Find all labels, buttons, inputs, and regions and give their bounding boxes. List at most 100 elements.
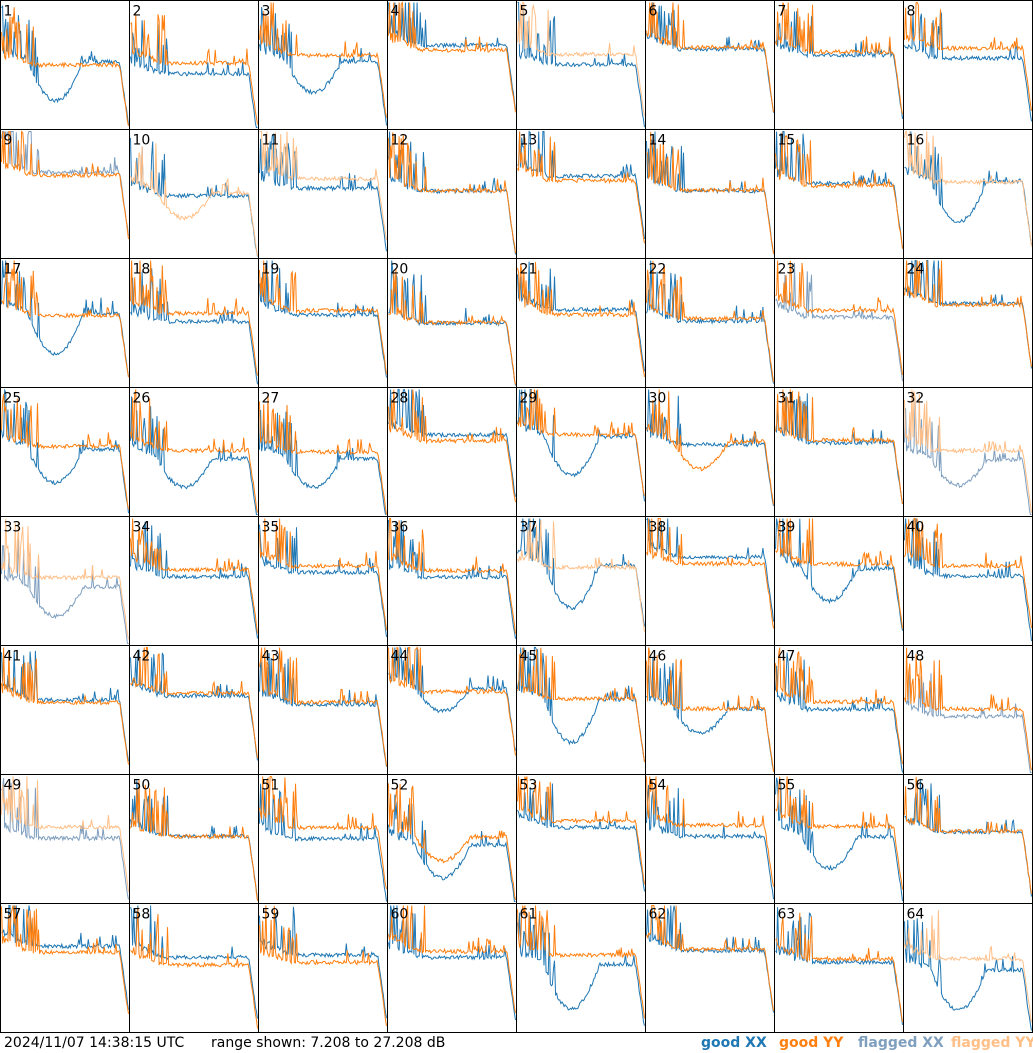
panel-number-label: 41 — [4, 649, 22, 665]
series-line-good-yy — [904, 1, 1032, 112]
panel-55: 55 — [774, 774, 904, 904]
panel-14: 14 — [645, 129, 775, 259]
panel-40: 40 — [903, 516, 1033, 646]
series-line-flagged-yy — [130, 143, 258, 257]
panel-frame — [387, 387, 517, 517]
series-line-good-xx — [517, 389, 645, 502]
panel-frame — [903, 258, 1033, 388]
panel-11: 11 — [258, 129, 388, 259]
series-line-flagged-yy — [904, 389, 1032, 513]
series-line-good-yy — [517, 776, 645, 885]
series-line-good-xx — [388, 645, 516, 751]
panel-frame — [903, 0, 1033, 130]
series-line-good-yy — [259, 260, 387, 375]
panel-number-label: 9 — [4, 133, 13, 149]
series-line-good-xx — [130, 521, 258, 639]
series-line-good-yy — [259, 776, 387, 890]
series-line-flagged-yy — [517, 518, 645, 632]
series-line-good-yy — [130, 260, 258, 376]
panel-43: 43 — [258, 645, 388, 775]
panel-number-label: 24 — [907, 262, 925, 278]
panel-number-label: 34 — [133, 520, 151, 536]
series-line-good-xx — [259, 409, 387, 515]
series-line-good-yy — [388, 389, 516, 503]
panel-frame — [0, 903, 130, 1033]
panel-number-label: 60 — [391, 907, 409, 923]
panel-frame — [903, 774, 1033, 904]
series-line-good-xx — [1, 905, 129, 1010]
series-line-good-xx — [259, 524, 387, 638]
panel-number-label: 10 — [133, 133, 151, 149]
panel-frame — [258, 516, 388, 646]
series-line-good-yy — [130, 14, 258, 125]
panel-4: 4 — [387, 0, 517, 130]
series-line-good-yy — [775, 776, 903, 890]
series-line-good-yy — [130, 518, 258, 634]
series-line-good-yy — [388, 646, 516, 756]
panel-37: 37 — [516, 516, 646, 646]
series-line-good-yy — [904, 776, 1032, 894]
panel-number-label: 18 — [133, 262, 151, 278]
panel-frame — [903, 129, 1033, 259]
panel-number-label: 58 — [133, 907, 151, 923]
legend-item-flagged-xx: flagged XX — [858, 1035, 944, 1051]
series-line-flagged-xx — [775, 262, 903, 382]
panel-53: 53 — [516, 774, 646, 904]
series-line-flagged-xx — [904, 399, 1032, 515]
series-line-good-xx — [259, 132, 387, 252]
panel-frame — [516, 129, 646, 259]
panel-31: 31 — [774, 387, 904, 517]
panel-number-label: 6 — [649, 4, 658, 20]
series-line-good-yy — [1, 393, 129, 510]
series-line-good-xx — [517, 783, 645, 892]
series-line-good-xx — [517, 130, 645, 240]
series-line-good-xx — [259, 906, 387, 1019]
panel-frame — [774, 129, 904, 259]
series-line-good-xx — [130, 396, 258, 515]
panel-frame — [0, 0, 130, 130]
panel-20: 20 — [387, 258, 517, 388]
panel-frame — [0, 645, 130, 775]
series-line-flagged-xx — [1, 777, 129, 900]
panel-49: 49 — [0, 774, 130, 904]
panel-number-label: 36 — [391, 520, 409, 536]
panel-47: 47 — [774, 645, 904, 775]
series-line-good-yy — [130, 389, 258, 513]
panel-frame — [774, 258, 904, 388]
series-line-good-xx — [517, 518, 645, 627]
panel-48: 48 — [903, 645, 1033, 775]
panel-frame — [0, 516, 130, 646]
panel-number-label: 61 — [520, 907, 538, 923]
panel-frame — [387, 516, 517, 646]
panel-45: 45 — [516, 645, 646, 775]
panel-60: 60 — [387, 903, 517, 1033]
series-line-good-xx — [259, 260, 387, 378]
series-line-good-xx — [1, 4, 129, 126]
series-line-flagged-xx — [904, 666, 1032, 773]
panel-number-label: 35 — [262, 520, 280, 536]
series-line-good-xx — [388, 2, 516, 110]
series-line-good-yy — [517, 389, 645, 496]
panel-39: 39 — [774, 516, 904, 646]
series-line-good-xx — [130, 20, 258, 128]
series-line-good-xx — [259, 7, 387, 126]
panel-frame — [774, 516, 904, 646]
series-line-good-xx — [646, 784, 774, 900]
panel-number-label: 40 — [907, 520, 925, 536]
panel-number-label: 2 — [133, 4, 142, 20]
series-line-good-xx — [388, 905, 516, 1020]
panel-frame — [645, 645, 775, 775]
series-line-good-yy — [388, 269, 516, 385]
panel-frame — [645, 516, 775, 646]
panel-frame — [645, 129, 775, 259]
series-line-good-yy — [130, 647, 258, 759]
panel-frame — [258, 129, 388, 259]
panel-46: 46 — [645, 645, 775, 775]
panel-frame — [0, 129, 130, 259]
series-line-good-yy — [775, 389, 903, 505]
series-line-good-xx — [130, 137, 258, 257]
panel-frame — [774, 774, 904, 904]
panel-30: 30 — [645, 387, 775, 517]
panel-32: 32 — [903, 387, 1033, 517]
panel-frame — [387, 645, 517, 775]
